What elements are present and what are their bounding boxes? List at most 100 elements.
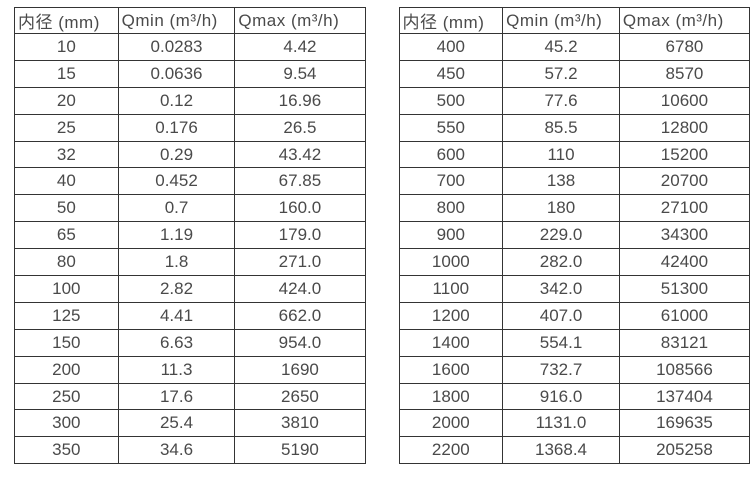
table-cell: 300 [14,409,119,438]
table-cell: 179.0 [234,221,366,250]
table-cell: 77.6 [502,86,620,115]
table-cell: 67.85 [234,167,366,196]
table-row: 65 1.19 179.0 [14,221,366,250]
table-cell: 2650 [234,382,366,411]
table-cell: 40 [14,167,119,196]
table-cell: 20700 [618,167,750,196]
table-row: 450 57.2 8570 [398,59,750,88]
table-cell: 10 [14,33,119,61]
table-row: 1200 407.0 61000 [398,301,750,330]
table-cell: 271.0 [234,248,366,277]
table-cell: 407.0 [502,301,620,330]
table-row: 900 229.0 34300 [398,221,750,250]
table-cell: 0.452 [117,167,236,196]
table-cell: 80 [14,248,119,277]
table-cell: 16.96 [234,86,366,115]
table-cell: 6780 [618,33,750,61]
table-cell: 5190 [234,436,366,465]
table-cell: 100 [14,275,119,303]
table-row: 150 6.63 954.0 [14,328,366,357]
column-header: Qmin (m³/h) [502,7,620,34]
table-cell: 4.41 [117,301,236,330]
table-cell: 25.4 [117,409,236,438]
table-cell: 2000 [398,409,504,438]
table-cell: 1.8 [117,248,236,277]
table-cell: 6.63 [117,328,236,357]
table-cell: 0.29 [117,140,236,169]
table-cell: 0.7 [117,194,236,223]
table-cell: 8570 [618,59,750,88]
table-cell: 32 [14,140,119,169]
table-cell: 11.3 [117,355,236,384]
table-cell: 1400 [398,328,504,357]
flow-table-right: 内径 (mm) Qmin (m³/h) Qmax (m³/h) 400 45.2 6780… [398,7,750,465]
table-cell: 9.54 [234,59,366,88]
table-cell: 1131.0 [502,409,620,438]
table-cell: 282.0 [502,248,620,277]
table-row: 20 0.12 16.96 [14,86,366,115]
table-row: 200 11.3 1690 [14,355,366,384]
table-cell: 0.0636 [117,59,236,88]
table-row: 800 180 27100 [398,194,750,223]
table-cell: 800 [398,194,504,223]
table-cell: 26.5 [234,113,366,142]
table-cell: 160.0 [234,194,366,223]
table-cell: 732.7 [502,355,620,384]
table-cell: 180 [502,194,620,223]
table-cell: 108566 [618,355,750,384]
table-row: 32 0.29 43.42 [14,140,366,169]
table-cell: 450 [398,59,504,88]
table-row: 500 77.6 10600 [398,86,750,115]
table-row: 550 85.5 12800 [398,113,750,142]
table-row: 15 0.0636 9.54 [14,59,366,88]
table-cell: 20 [14,86,119,115]
table-row: 25 0.176 26.5 [14,113,366,142]
table-cell: 554.1 [502,328,620,357]
column-header: Qmax (m³/h) [618,7,750,34]
table-row: 10 0.0283 4.42 [14,33,366,61]
table-cell: 1200 [398,301,504,330]
column-header: 内径 (mm) [14,7,119,34]
table-cell: 1800 [398,382,504,411]
table-row: 600 110 15200 [398,140,750,169]
table-cell: 169635 [618,409,750,438]
table-cell: 350 [14,436,119,465]
table-cell: 0.176 [117,113,236,142]
table-cell: 1100 [398,275,504,303]
table-cell: 916.0 [502,382,620,411]
table-cell: 85.5 [502,113,620,142]
table-cell: 45.2 [502,33,620,61]
table-cell: 51300 [618,275,750,303]
table-cell: 200 [14,355,119,384]
table-cell: 57.2 [502,59,620,88]
table-cell: 34300 [618,221,750,250]
table-cell: 65 [14,221,119,250]
table-cell: 10600 [618,86,750,115]
table-cell: 12800 [618,113,750,142]
table-row: 1000 282.0 42400 [398,248,750,277]
table-cell: 4.42 [234,33,366,61]
table-row: 2000 1131.0 169635 [398,409,750,438]
table-cell: 34.6 [117,436,236,465]
table-cell: 1.19 [117,221,236,250]
table-cell: 3810 [234,409,366,438]
table-cell: 1368.4 [502,436,620,465]
table-row: 40 0.452 67.85 [14,167,366,196]
table-cell: 17.6 [117,382,236,411]
table-row: 1100 342.0 51300 [398,275,750,303]
table-row: 300 25.4 3810 [14,409,366,438]
table-cell: 137404 [618,382,750,411]
table-cell: 700 [398,167,504,196]
table-cell: 15200 [618,140,750,169]
table-cell: 138 [502,167,620,196]
header-row: 内径 (mm) Qmin (m³/h) Qmax (m³/h) [398,7,750,34]
table-cell: 25 [14,113,119,142]
table-cell: 42400 [618,248,750,277]
table-cell: 550 [398,113,504,142]
column-header: Qmin (m³/h) [117,7,236,34]
table-cell: 424.0 [234,275,366,303]
header-row: 内径 (mm) Qmin (m³/h) Qmax (m³/h) [14,7,366,34]
table-cell: 83121 [618,328,750,357]
table-row: 100 2.82 424.0 [14,275,366,303]
table-cell: 0.0283 [117,33,236,61]
